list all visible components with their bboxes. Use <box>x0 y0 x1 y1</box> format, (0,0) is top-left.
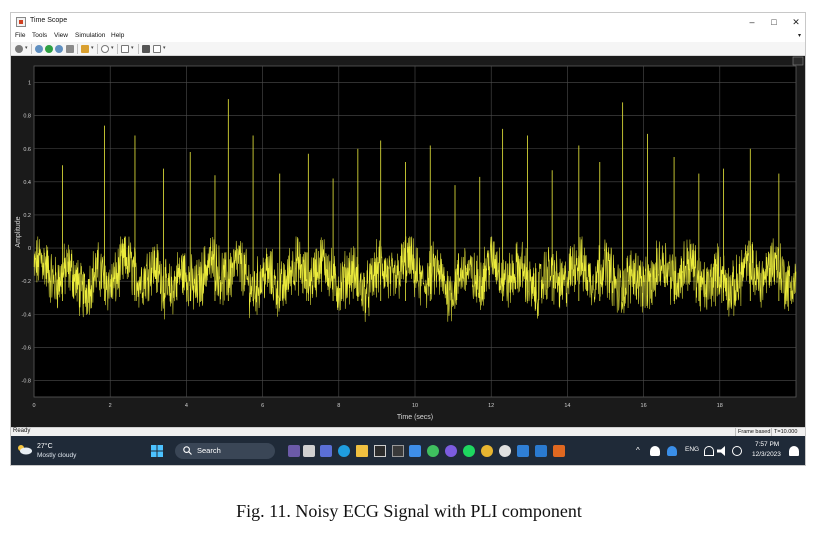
y-tick-label: 1 <box>28 81 31 87</box>
widget-icon[interactable] <box>288 445 300 457</box>
style-icon[interactable] <box>153 45 161 53</box>
x-tick-labels: 0 2 4 6 8 10 12 14 16 18 <box>32 403 722 409</box>
y-tick-label: -0.8 <box>22 378 31 384</box>
chevron-down-icon[interactable]: ▾ <box>131 45 134 51</box>
simulation-time: T=10.000 <box>771 428 799 436</box>
clock-time[interactable]: 7:57 PM <box>755 441 780 448</box>
x-tick-label: 4 <box>185 403 188 409</box>
store-icon[interactable] <box>535 445 547 457</box>
chevron-down-icon[interactable]: ▾ <box>163 45 166 51</box>
y-tick-label: -0.2 <box>22 279 31 285</box>
cloud-icon[interactable] <box>667 446 677 456</box>
y-tick-label: 0.8 <box>23 114 31 120</box>
messenger-icon[interactable] <box>445 445 457 457</box>
battery-icon[interactable] <box>732 446 742 456</box>
task-view-icon[interactable] <box>303 445 315 457</box>
speaker-icon[interactable] <box>717 446 725 456</box>
search-icon <box>183 446 192 455</box>
maximize-button[interactable]: □ <box>771 17 777 27</box>
y-tick-labels: -0.8 -0.6 -0.4 -0.2 0 0.2 0.4 0.6 0.8 1 <box>22 81 31 385</box>
step-forward-icon[interactable] <box>55 45 63 53</box>
chevron-down-icon[interactable]: ▾ <box>111 45 114 51</box>
menu-bar: File Tools View Simulation Help ▾ <box>11 31 805 42</box>
github-icon[interactable] <box>499 445 511 457</box>
settings-icon[interactable] <box>15 45 23 53</box>
screenshot-frame: Time Scope – □ ✕ File Tools View Simulat… <box>10 12 806 466</box>
figure-caption: Fig. 11. Noisy ECG Signal with PLI compo… <box>236 501 582 521</box>
cloud-sun-icon[interactable] <box>16 443 32 455</box>
cursor-measure-icon[interactable] <box>142 45 150 53</box>
y-tick-label: 0.6 <box>23 147 31 153</box>
teams-icon[interactable] <box>320 445 332 457</box>
weather-condition[interactable]: Mostly cloudy <box>37 452 77 459</box>
x-tick-label: 8 <box>337 403 340 409</box>
title-bar: Time Scope – □ ✕ <box>11 13 805 31</box>
mail-icon[interactable] <box>409 445 421 457</box>
terminal-icon[interactable] <box>374 445 386 457</box>
weather-temperature[interactable]: 27°C <box>37 443 53 450</box>
matlab-scope-icon <box>16 17 26 27</box>
x-tick-label: 18 <box>717 403 723 409</box>
onedrive-icon[interactable] <box>650 446 660 456</box>
menu-tools[interactable]: Tools <box>32 32 48 39</box>
whatsapp-icon[interactable] <box>427 445 439 457</box>
x-tick-label: 12 <box>488 403 494 409</box>
frame-based-indicator: Frame based <box>735 428 772 436</box>
step-back-icon[interactable] <box>35 45 43 53</box>
notification-bell-icon[interactable] <box>789 446 799 456</box>
windows-taskbar: 27°C Mostly cloudy Search <box>11 436 805 465</box>
stop-icon[interactable] <box>66 45 74 53</box>
toolbar: ▾ ▾ ▾ ▾ ▾ <box>11 42 805 56</box>
x-tick-label: 0 <box>32 403 35 409</box>
signal-noise <box>33 236 797 322</box>
y-tick-label: 0.2 <box>23 213 31 219</box>
status-bar: Ready Frame based T=10.000 <box>11 427 805 436</box>
signal-trace <box>33 99 797 322</box>
menu-simulation[interactable]: Simulation <box>75 32 106 39</box>
y-tick-label: -0.6 <box>22 345 31 351</box>
taskbar-search[interactable]: Search <box>175 443 275 459</box>
chevron-down-icon[interactable]: ▾ <box>91 45 94 51</box>
x-tick-label: 16 <box>641 403 647 409</box>
app-icon[interactable] <box>392 445 404 457</box>
tray-overflow-icon[interactable]: ^ <box>636 446 640 455</box>
wifi-icon[interactable] <box>704 446 714 456</box>
matlab-icon[interactable] <box>553 445 565 457</box>
menu-expand-icon[interactable]: ▾ <box>797 33 801 39</box>
axes-maximize-icon[interactable] <box>792 56 804 66</box>
clock-date[interactable]: 12/3/2023 <box>752 451 781 458</box>
status-text: Ready <box>13 428 31 434</box>
spotify-icon[interactable] <box>463 445 475 457</box>
minimize-button[interactable]: – <box>749 17 755 27</box>
scope-plot[interactable]: 0 2 4 6 8 10 12 14 16 18 -0.8 -0.6 -0.4 -0.2 0 0.2 0.4 0… <box>11 56 806 427</box>
x-axis-label: Time (secs) <box>397 414 433 421</box>
file-explorer-icon[interactable] <box>356 445 368 457</box>
y-tick-label: 0 <box>28 246 31 252</box>
x-tick-label: 10 <box>412 403 418 409</box>
zoom-icon[interactable] <box>101 45 109 53</box>
photos-icon[interactable] <box>517 445 529 457</box>
y-tick-label: -0.4 <box>22 312 31 318</box>
y-axis-label: Amplitude <box>15 216 22 247</box>
menu-help[interactable]: Help <box>111 32 125 39</box>
highlight-icon[interactable] <box>81 45 89 53</box>
x-tick-label: 2 <box>109 403 112 409</box>
chevron-down-icon[interactable]: ▾ <box>25 45 28 51</box>
edge-icon[interactable] <box>338 445 350 457</box>
language-indicator[interactable]: ENG <box>685 446 700 453</box>
chrome-icon[interactable] <box>481 445 493 457</box>
search-label: Search <box>197 446 221 455</box>
grid <box>33 66 796 397</box>
menu-view[interactable]: View <box>54 32 68 39</box>
scale-axes-icon[interactable] <box>121 45 129 53</box>
x-tick-label: 14 <box>564 403 570 409</box>
close-button[interactable]: ✕ <box>792 17 800 27</box>
window-title: Time Scope <box>30 17 68 24</box>
run-icon[interactable] <box>45 45 53 53</box>
x-tick-label: 6 <box>261 403 264 409</box>
y-tick-label: 0.4 <box>23 180 31 186</box>
windows-start-icon[interactable] <box>151 445 163 457</box>
scope-display[interactable]: 0 2 4 6 8 10 12 14 16 18 -0.8 -0.6 -0.4 -0.2 0 0.2 0.4 0… <box>11 56 806 427</box>
menu-file[interactable]: File <box>15 32 26 39</box>
